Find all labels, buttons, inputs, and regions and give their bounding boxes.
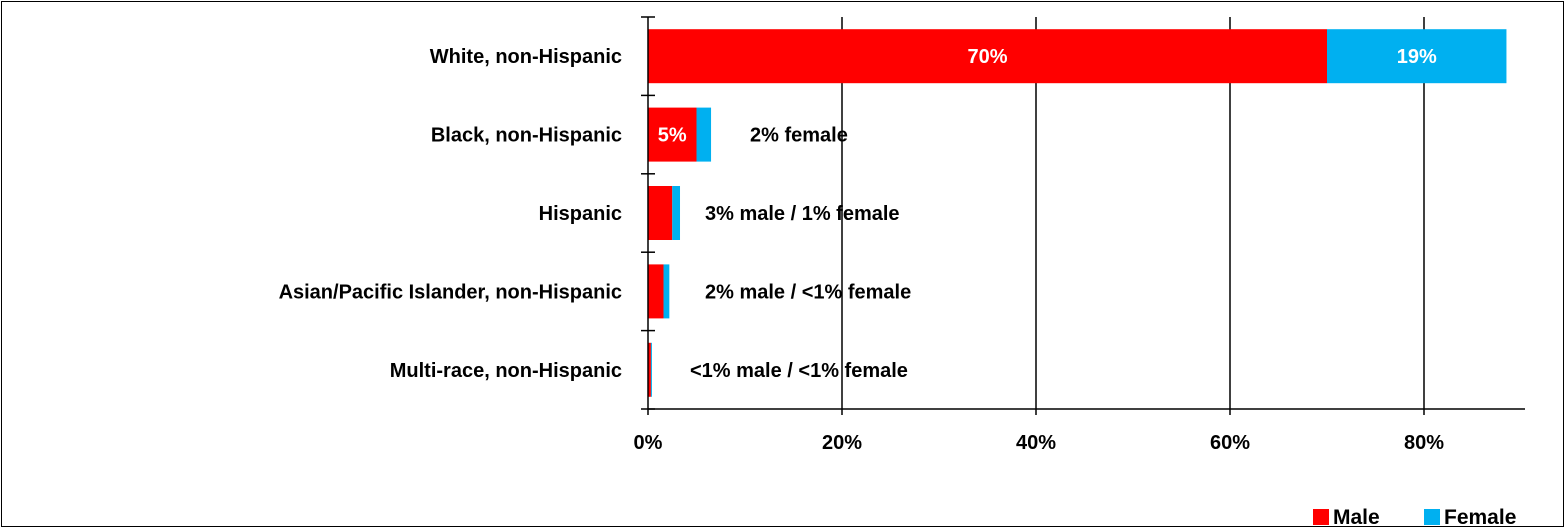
bar-label-female: 19% bbox=[1397, 46, 1437, 68]
bar-label-outside: 2% male / <1% female bbox=[705, 281, 911, 303]
x-tick-label: 80% bbox=[1404, 432, 1444, 454]
tick-labels: 0% 20% 40% 60% 80% bbox=[634, 432, 1445, 454]
category-labels: White, non-Hispanic Black, non-Hispanic Hi… bbox=[279, 46, 622, 382]
bar-male bbox=[648, 29, 1327, 84]
bar-female bbox=[650, 342, 652, 397]
legend: Male Female bbox=[1313, 506, 1516, 529]
category-label: Multi-race, non-Hispanic bbox=[390, 360, 622, 382]
bar-male bbox=[648, 186, 673, 240]
legend-swatch-male bbox=[1313, 509, 1329, 525]
legend-label-female: Female bbox=[1444, 506, 1516, 529]
bar-label-male: 5% bbox=[658, 125, 687, 147]
bar-female bbox=[672, 186, 681, 240]
x-tick-label: 20% bbox=[822, 432, 862, 454]
bar-female bbox=[696, 107, 712, 162]
bar-male bbox=[648, 264, 664, 319]
bar-label-outside: 2% female bbox=[750, 125, 848, 147]
x-tick-label: 40% bbox=[1016, 432, 1056, 454]
bar-labels: 70% 19% 5% 2% female 3% male / 1% female 2% m… bbox=[658, 46, 1437, 382]
category-label: White, non-Hispanic bbox=[430, 46, 622, 68]
bar-label-outside: 3% male / 1% female bbox=[705, 203, 900, 225]
bars bbox=[648, 29, 1507, 397]
bar-male bbox=[648, 342, 651, 397]
bar-male bbox=[648, 107, 697, 162]
category-label: Asian/Pacific Islander, non-Hispanic bbox=[279, 281, 622, 303]
bar-label-outside: <1% male / <1% female bbox=[690, 360, 908, 382]
axes bbox=[641, 16, 1525, 415]
x-tick-label: 0% bbox=[634, 432, 663, 454]
legend-swatch-female bbox=[1424, 509, 1440, 525]
bar-label-male: 70% bbox=[967, 46, 1007, 68]
legend-label-male: Male bbox=[1333, 506, 1380, 529]
category-label: Black, non-Hispanic bbox=[431, 125, 622, 147]
bar-female bbox=[1327, 29, 1507, 84]
category-label: Hispanic bbox=[539, 203, 622, 225]
x-tick-label: 60% bbox=[1210, 432, 1250, 454]
bar-female bbox=[663, 264, 670, 319]
